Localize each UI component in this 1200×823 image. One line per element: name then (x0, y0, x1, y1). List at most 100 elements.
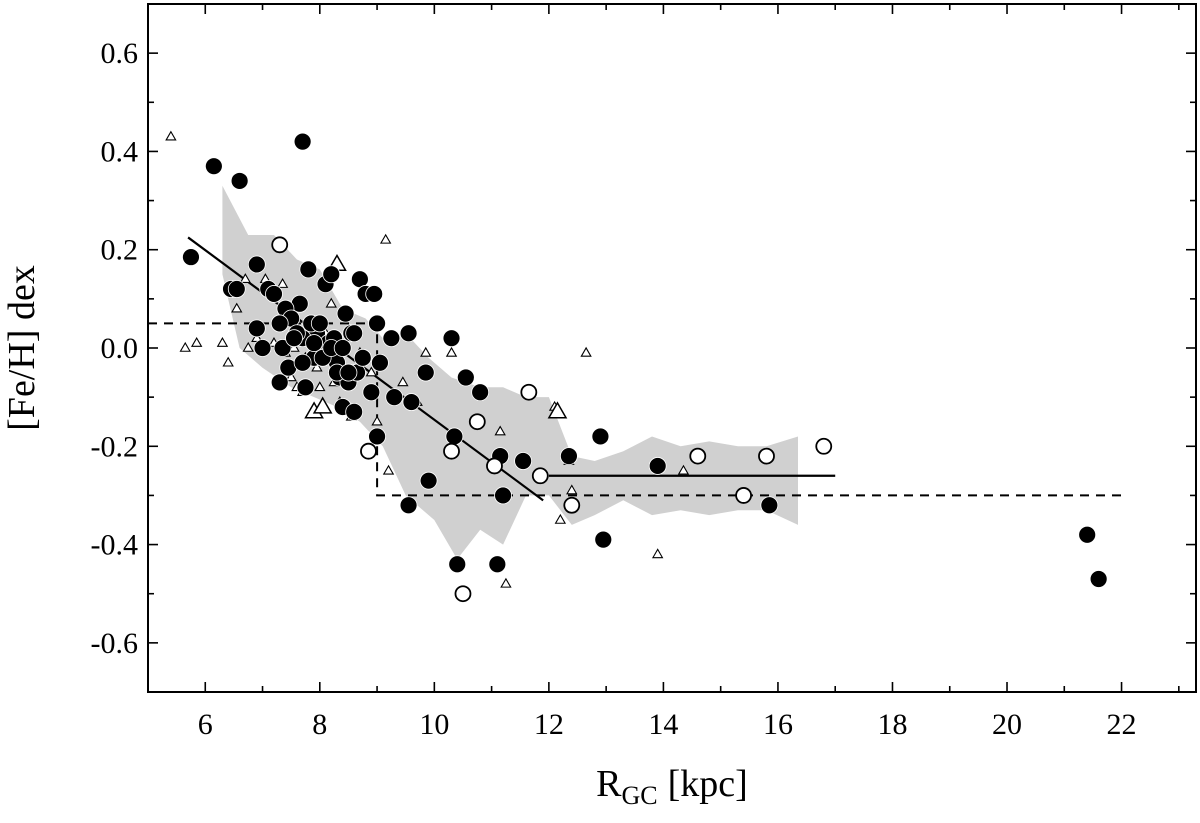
x-tick-label: 12 (534, 708, 564, 741)
large-triangle-point (312, 396, 333, 414)
dispersion-band-layer (222, 185, 798, 560)
filled-circle-point (253, 339, 272, 357)
small-triangle-point (365, 366, 378, 377)
small-triangle-point (445, 346, 458, 357)
filled-circle-point (445, 427, 464, 446)
filled-circle-point (182, 248, 200, 266)
filled-circle-point (333, 339, 352, 357)
x-tick-label: 6 (198, 708, 213, 741)
y-axis-title: [Fe/H] dex (1, 265, 43, 431)
open-circle-point (454, 585, 472, 603)
small-triangle-point (222, 356, 234, 367)
open-circle-point (563, 496, 581, 514)
filled-circle-point (1078, 525, 1097, 544)
small-triangle-point (580, 346, 592, 357)
y-tick-label: 0.0 (101, 332, 139, 365)
filled-circle-point (368, 314, 386, 333)
small-triangle-point (494, 425, 506, 436)
small-triangle-point (420, 346, 432, 357)
x-axis-title: RGC [kpc] (596, 763, 748, 810)
filled-circle-point (382, 329, 401, 348)
small-triangle-point (677, 464, 690, 475)
open-circle-point (443, 442, 460, 460)
open-circle-point (360, 442, 377, 460)
filled-circle-point (296, 378, 315, 397)
filled-circle-point (273, 339, 292, 357)
small-triangle-point (314, 381, 326, 392)
filled-circle-point (247, 255, 266, 274)
filled-circle-point (345, 402, 364, 421)
open-circle-point (689, 447, 707, 465)
filled-circle-point (648, 457, 667, 475)
data-marker-layer (165, 130, 1108, 603)
open-circle-point (758, 447, 775, 465)
filled-circle-point (514, 452, 533, 470)
filled-circle-point (336, 304, 355, 323)
x-tick-label: 20 (992, 708, 1022, 741)
filled-circle-point (560, 447, 578, 466)
filled-circle-point (204, 157, 223, 176)
small-triangle-point (325, 297, 337, 308)
filled-circle-point (230, 172, 249, 190)
filled-circle-point (270, 373, 289, 392)
filled-circle-point (416, 363, 435, 382)
small-triangle-point (311, 361, 323, 372)
filled-circle-point (345, 324, 364, 343)
small-triangle-point (190, 336, 203, 347)
small-triangle-point (379, 233, 392, 244)
filled-circle-point (339, 363, 358, 382)
small-triangle-point (554, 513, 567, 524)
filled-circle-point (488, 555, 507, 574)
filled-circle-point (305, 334, 323, 352)
small-triangle-point (165, 130, 177, 141)
small-triangle-point (651, 548, 664, 559)
y-tick-label: -0.2 (91, 430, 139, 463)
filled-circle-point (368, 427, 386, 446)
open-circle-point (531, 467, 549, 485)
filled-circle-point (293, 132, 312, 151)
filled-circle-point (448, 555, 467, 574)
open-circle-point (468, 413, 486, 431)
y-tick-label: 0.6 (101, 37, 139, 70)
open-circle-point (520, 383, 538, 401)
open-circle-point (815, 437, 833, 455)
x-tick-label: 16 (763, 708, 793, 741)
y-tick-label: -0.4 (91, 529, 139, 562)
dispersion-band (222, 185, 798, 560)
small-triangle-point (216, 336, 229, 347)
y-tick-label: 0.4 (101, 135, 139, 168)
filled-circle-point (494, 486, 512, 505)
tick-labels: 6 8 10 12 14 16 18 20 22 0.6 0.4 0.2 0.0 -0.2 -0.4 -0.6 (91, 37, 1137, 741)
filled-circle-point (594, 530, 613, 549)
x-tick-label: 18 (877, 708, 907, 741)
filled-circle-point (227, 280, 246, 298)
filled-circle-point (293, 353, 312, 372)
y-tick-label: 0.2 (101, 234, 139, 267)
small-triangle-point (285, 371, 297, 382)
open-circle-point (271, 236, 289, 254)
small-triangle-point (500, 577, 512, 588)
filled-circle-point (247, 319, 266, 338)
x-tick-label: 10 (419, 708, 449, 741)
filled-circle-point (760, 496, 779, 515)
axis-ticks (147, 3, 1196, 693)
open-circle-point (735, 487, 752, 504)
x-tick-label: 14 (648, 708, 678, 741)
filled-circle-point (365, 285, 384, 303)
open-circle-point (486, 457, 503, 475)
x-tick-label: 22 (1107, 708, 1137, 741)
filled-circle-point (471, 383, 490, 402)
filled-circle-point (399, 324, 418, 343)
filled-circle-point (362, 383, 381, 402)
filled-circle-point (310, 314, 329, 333)
filled-circle-point (402, 393, 421, 411)
filled-circle-point (265, 285, 283, 303)
small-triangle-point (231, 302, 243, 313)
filled-circle-point (270, 314, 289, 333)
filled-circle-point (385, 388, 404, 407)
x-tick-label: 8 (312, 708, 327, 741)
small-triangle-point (397, 376, 409, 387)
filled-circle-point (353, 348, 372, 367)
small-triangle-point (276, 278, 289, 288)
